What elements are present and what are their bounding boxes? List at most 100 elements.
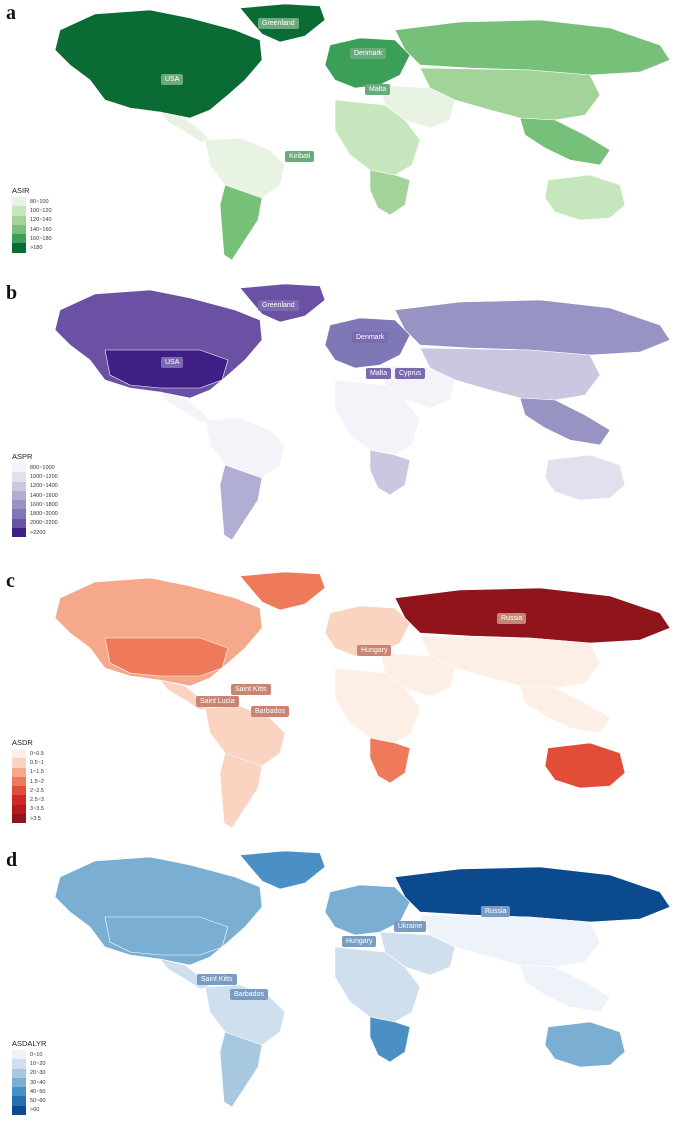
legend-item: 20~30 xyxy=(12,1068,46,1078)
legend-swatch xyxy=(12,776,26,787)
region-seasia xyxy=(519,117,611,166)
map-label-cyprus: Cyprus xyxy=(395,368,426,379)
map-label-denmark: Denmark xyxy=(350,48,387,59)
world-map-asdr xyxy=(54,571,671,829)
region-greenland xyxy=(239,850,326,890)
region-africa xyxy=(334,379,421,456)
map-label-hungary: Hungary xyxy=(342,936,377,947)
map-label-ukraine: Ukraine xyxy=(394,921,427,932)
legend-label: 160~180 xyxy=(30,235,52,242)
legend-rows: 80~100 100~120 120~140 140~160 160~180 >180 xyxy=(12,197,52,253)
legend-item: 2.5~3 xyxy=(12,795,44,805)
legend-item: 0~0.5 xyxy=(12,749,44,759)
legend-label: 1.5~2 xyxy=(30,778,44,785)
legend-item: >180 xyxy=(12,243,52,253)
legend-label: 10~20 xyxy=(30,1060,46,1067)
legend-label: 0~0.5 xyxy=(30,750,44,757)
legend-label: 1000~1200 xyxy=(30,473,58,480)
map-label-malta: Malta xyxy=(366,368,392,379)
region-safrica xyxy=(369,449,411,496)
region-southam-n xyxy=(204,137,286,201)
map-label-greenland: Greenland xyxy=(258,18,299,29)
legend-label: 2000~2200 xyxy=(30,520,58,527)
legend-item: 50~60 xyxy=(12,1096,46,1106)
legend-item: 140~160 xyxy=(12,224,52,235)
legend-swatch xyxy=(12,1096,26,1106)
region-southam-s xyxy=(219,752,263,829)
legend-item: 1000~1200 xyxy=(12,472,58,482)
legend-label: 0.5~1 xyxy=(30,759,44,766)
legend-item: 2~2.5 xyxy=(12,786,44,796)
legend-swatch xyxy=(12,795,26,805)
legend-swatch xyxy=(12,206,26,216)
legend-label: 0~10 xyxy=(30,1051,43,1058)
world-map-aspr xyxy=(54,283,671,541)
region-russia xyxy=(394,299,671,356)
legend-swatch xyxy=(12,509,26,519)
legend-title: ASIR xyxy=(12,186,30,195)
map-label-barbados: Barbados xyxy=(230,989,268,1000)
legend-swatch xyxy=(12,814,26,824)
panel-d: d ASDALYR 0~10 10~20 20~30 30~40 40~50 50~60 >… xyxy=(0,847,685,1122)
map-label-hungary: Hungary xyxy=(357,645,392,656)
legend-swatch xyxy=(12,786,26,796)
legend-swatch xyxy=(12,1077,26,1088)
region-africa xyxy=(334,946,421,1023)
region-safrica xyxy=(369,1016,411,1063)
legend: ASPR 800~1000 1000~1200 1200~1400 1400~1600… xyxy=(12,452,58,538)
legend-item: 1400~1600 xyxy=(12,490,58,501)
region-safrica xyxy=(369,737,411,784)
region-africa xyxy=(334,99,421,176)
legend-label: >60 xyxy=(30,1107,40,1114)
region-seasia xyxy=(519,685,611,734)
map-label-russia: Russia xyxy=(481,906,511,917)
region-northam xyxy=(54,9,263,119)
panel-letter: c xyxy=(6,570,15,592)
region-australia xyxy=(544,742,626,789)
legend-title: ASPR xyxy=(12,452,33,461)
panel-letter: d xyxy=(6,849,18,871)
legend-title: ASDR xyxy=(12,738,33,747)
legend-swatch xyxy=(12,490,26,501)
region-usa xyxy=(104,349,229,389)
legend-swatch xyxy=(12,528,26,538)
legend-swatch xyxy=(12,1059,26,1069)
legend-item: >3.5 xyxy=(12,814,44,824)
legend-item: 100~120 xyxy=(12,206,52,216)
legend-item: 40~50 xyxy=(12,1087,46,1097)
legend-label: 80~100 xyxy=(30,198,49,205)
region-southam-s xyxy=(219,1031,263,1108)
legend-item: 30~40 xyxy=(12,1077,46,1088)
legend-rows: 0~0.5 0.5~1 1~1.5 1.5~2 2~2.5 2.5~3 3~3.5 >3.5 xyxy=(12,749,44,824)
legend: ASDALYR 0~10 10~20 20~30 30~40 40~50 50~60 >60 xyxy=(12,1039,46,1116)
legend-label: >180 xyxy=(30,245,43,252)
legend-swatch xyxy=(12,1087,26,1097)
legend-item: 0~10 xyxy=(12,1050,46,1060)
legend-swatch xyxy=(12,243,26,253)
region-europe xyxy=(324,37,411,89)
legend-label: 2.5~3 xyxy=(30,797,44,804)
legend: ASIR 80~100 100~120 120~140 140~160 160~180 >… xyxy=(12,186,52,253)
region-safrica xyxy=(369,169,411,216)
map-label-saint-kitts: Saint Kitts xyxy=(197,974,237,985)
legend-item: 1~1.5 xyxy=(12,767,44,777)
legend-swatch xyxy=(12,1105,26,1116)
map-label-usa: USA xyxy=(161,357,184,368)
legend-label: 40~50 xyxy=(30,1088,46,1095)
map-label-malta: Malta xyxy=(365,84,391,95)
legend-swatch xyxy=(12,215,26,225)
region-australia xyxy=(544,454,626,501)
region-seasia xyxy=(519,397,611,446)
legend-label: 1~1.5 xyxy=(30,769,44,776)
panel-a: a ASIR 80~100 100~120 120~140 140~160 160~18… xyxy=(0,0,685,275)
region-australia xyxy=(544,174,626,221)
legend-swatch xyxy=(12,758,26,768)
region-southam-n xyxy=(204,417,286,481)
legend-swatch xyxy=(12,481,26,491)
legend-swatch xyxy=(12,1050,26,1060)
region-seasia xyxy=(519,964,611,1013)
legend-swatch xyxy=(12,463,26,473)
region-russia xyxy=(394,587,671,644)
region-europe xyxy=(324,884,411,936)
world-map-asir xyxy=(54,3,671,261)
